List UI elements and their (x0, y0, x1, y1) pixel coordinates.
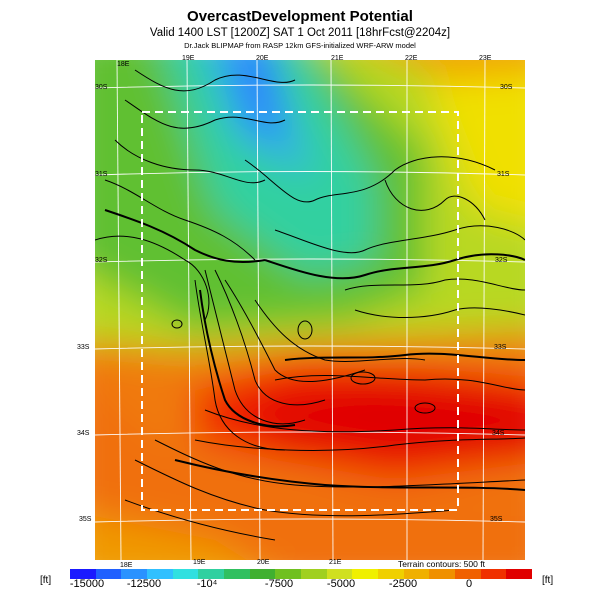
colorbar-unit-left: [ft] (40, 575, 52, 586)
colorbar-swatch (95, 569, 122, 579)
colorbar-swatch (172, 569, 199, 579)
colorbar-swatch (301, 569, 327, 579)
colorbar-swatch (224, 569, 250, 579)
left-lat-label: 30S (95, 84, 108, 91)
bottom-lon-label: 18E (120, 562, 133, 569)
map-title: OvercastDevelopment Potential (187, 8, 413, 25)
inner-domain-box (141, 111, 459, 511)
colorbar-swatch (403, 569, 430, 579)
left-lat-label: 31S (95, 171, 108, 178)
colorbar-swatch (275, 569, 302, 579)
top-lon-label: 19E (182, 55, 195, 62)
colorbar-swatch (147, 569, 173, 579)
colorbar-unit-right: [ft] (542, 575, 554, 586)
colorbar-swatch (506, 569, 533, 579)
terrain-contours-bold (104, 209, 525, 491)
colorbar (70, 569, 533, 579)
lat-lon-grid (95, 60, 525, 560)
colorbar-swatch (480, 569, 507, 579)
colorbar-tick: -2500 (388, 578, 418, 590)
left-lat-label: 35S (79, 516, 92, 523)
colorbar-tick: -5000 (326, 578, 356, 590)
colorbar-swatch (455, 569, 481, 579)
terrain-contour-note: Terrain contours: 500 ft (398, 559, 485, 569)
top-lon-label: 21E (331, 55, 344, 62)
colorbar-swatch (429, 569, 456, 579)
right-lat-label: 30S (500, 84, 513, 91)
colorbar-tick: -15000 (69, 578, 105, 590)
left-lat-label: 33S (77, 344, 90, 351)
terrain-contours (95, 69, 525, 541)
colorbar-swatch (352, 569, 379, 579)
right-lat-label: 33S (494, 344, 507, 351)
top-lon-label: 23E (479, 55, 492, 62)
colorbar-swatch (121, 569, 148, 579)
right-lat-label: 35S (490, 516, 503, 523)
colorbar-swatch (198, 569, 225, 579)
left-lat-label: 34S (77, 430, 90, 437)
colorbar-tick: -12500 (126, 578, 162, 590)
colorbar-tick: -7500 (264, 578, 294, 590)
forecast-map (95, 60, 525, 560)
bottom-lon-label: 21E (329, 559, 342, 566)
colorbar-tick: 0 (465, 578, 473, 590)
colorbar-swatch (70, 569, 96, 579)
map-subtitle: Valid 1400 LST [1200Z] SAT 1 Oct 2011 [1… (149, 27, 451, 39)
top-lon-label: 20E (256, 55, 269, 62)
colorbar-swatch (249, 569, 276, 579)
left-lat-label: 32S (95, 257, 108, 264)
bottom-lon-label: 19E (193, 559, 206, 566)
right-lat-label: 34S (492, 430, 505, 437)
overcast-field (95, 60, 525, 560)
model-credit: Dr.Jack BLIPMAP from RASP 12km GFS-initi… (184, 41, 416, 50)
top-lon-label: 18E (117, 61, 130, 68)
right-lat-label: 31S (497, 171, 510, 178)
right-lat-label: 32S (495, 257, 508, 264)
colorbar-tick: -10⁴ (196, 578, 218, 590)
bottom-lon-label: 20E (257, 559, 270, 566)
top-lon-label: 22E (405, 55, 418, 62)
colorbar-swatch (326, 569, 353, 579)
colorbar-swatch (378, 569, 404, 579)
